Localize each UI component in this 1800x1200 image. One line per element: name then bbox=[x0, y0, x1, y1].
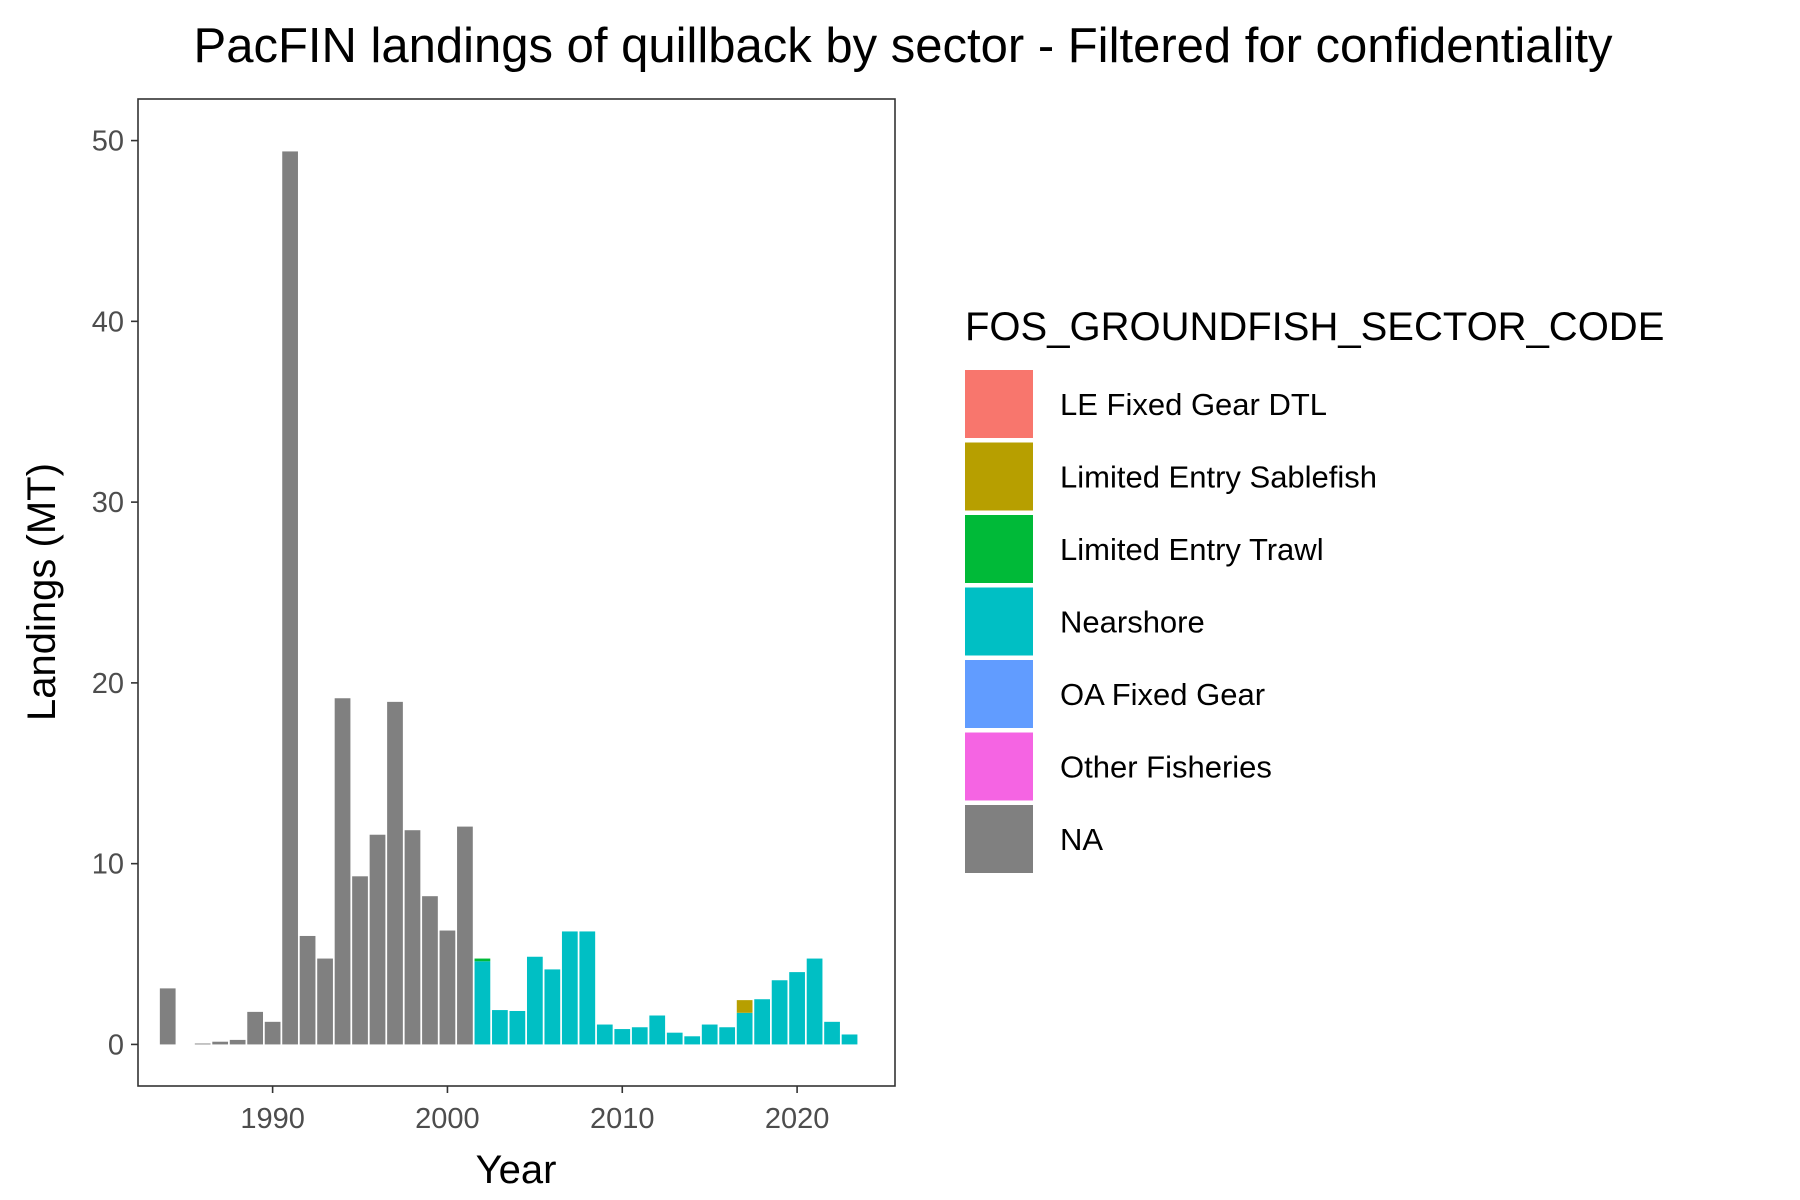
bar-na-1991 bbox=[282, 151, 298, 1045]
bar-na-1997 bbox=[387, 701, 403, 1045]
bar-nearshore-2016 bbox=[719, 1027, 736, 1045]
bar-na-1993 bbox=[317, 958, 333, 1045]
legend-key-le-fixed-gear-dtl bbox=[965, 370, 1033, 438]
bar-nearshore-2008 bbox=[579, 931, 596, 1045]
bar-na-1990 bbox=[264, 1021, 281, 1045]
plot-panel bbox=[138, 99, 895, 1086]
y-axis-title: Landings (MT) bbox=[20, 463, 64, 721]
bar-limited-entry-sablefish-2017 bbox=[736, 1000, 753, 1013]
legend: FOS_GROUNDFISH_SECTOR_CODE LE Fixed Gear… bbox=[965, 305, 1664, 873]
legend-label-le-fixed-gear-dtl: LE Fixed Gear DTL bbox=[1060, 387, 1327, 422]
x-tick-label: 2010 bbox=[590, 1103, 655, 1135]
y-tick-label: 10 bbox=[92, 849, 124, 881]
bar-nearshore-2013 bbox=[666, 1032, 683, 1045]
legend-label-nearshore: Nearshore bbox=[1060, 605, 1205, 640]
bar-nearshore-2018 bbox=[754, 999, 770, 1045]
legend-key-na bbox=[965, 805, 1033, 873]
legend-label-oa-fixed-gear: OA Fixed Gear bbox=[1060, 677, 1265, 712]
bar-na-1986 bbox=[194, 1043, 211, 1045]
legend-label-na: NA bbox=[1060, 822, 1103, 857]
bar-nearshore-2023 bbox=[841, 1034, 858, 1045]
bar-nearshore-2006 bbox=[544, 969, 561, 1045]
bar-nearshore-2003 bbox=[492, 1010, 508, 1045]
y-axis: 0 10 20 30 40 50 bbox=[92, 126, 138, 1061]
bar-na-1995 bbox=[352, 876, 368, 1045]
legend-key-other-fisheries bbox=[965, 732, 1033, 801]
x-axis: 1990 2000 2010 2020 bbox=[240, 1086, 829, 1135]
legend-title: FOS_GROUNDFISH_SECTOR_CODE bbox=[965, 305, 1664, 349]
legend-key-limited-entry-sablefish bbox=[965, 442, 1033, 511]
y-tick-label: 40 bbox=[92, 306, 124, 338]
y-tick-label: 30 bbox=[92, 487, 124, 519]
bar-na-2001 bbox=[457, 826, 473, 1045]
bar-nearshore-2005 bbox=[526, 956, 543, 1045]
bar-nearshore-2002 bbox=[474, 961, 491, 1045]
bar-nearshore-2020 bbox=[789, 972, 805, 1045]
bar-na-1998 bbox=[404, 830, 421, 1045]
bar-nearshore-2004 bbox=[509, 1010, 526, 1045]
chart-title: PacFIN landings of quillback by sector -… bbox=[194, 19, 1613, 73]
legend-label-other-fisheries: Other Fisheries bbox=[1060, 750, 1272, 785]
bar-na-1994 bbox=[334, 698, 351, 1045]
bar-na-1999 bbox=[422, 896, 438, 1045]
legend-items: LE Fixed Gear DTL Limited Entry Sablefish… bbox=[965, 370, 1377, 873]
bar-limited-entry-trawl-2002 bbox=[474, 958, 491, 962]
bar-na-2000 bbox=[439, 930, 456, 1045]
bar-na-1992 bbox=[299, 935, 316, 1045]
x-tick-label: 1990 bbox=[240, 1103, 305, 1135]
bar-na-1989 bbox=[247, 1011, 264, 1045]
bar-nearshore-2010 bbox=[614, 1029, 631, 1045]
x-axis-title: Year bbox=[476, 1148, 557, 1192]
bar-na-1996 bbox=[369, 834, 386, 1045]
bar-nearshore-2017 bbox=[736, 1012, 753, 1045]
legend-label-limited-entry-sablefish: Limited Entry Sablefish bbox=[1060, 460, 1377, 495]
bar-nearshore-2011 bbox=[631, 1027, 648, 1045]
x-tick-label: 2000 bbox=[415, 1103, 480, 1135]
bar-nearshore-2022 bbox=[824, 1021, 840, 1045]
plot-panel-border bbox=[137, 98, 896, 1087]
bar-nearshore-2007 bbox=[561, 931, 578, 1045]
legend-key-limited-entry-trawl bbox=[965, 515, 1033, 583]
bar-nearshore-2019 bbox=[771, 980, 788, 1045]
legend-key-oa-fixed-gear bbox=[965, 660, 1033, 728]
bar-nearshore-2021 bbox=[806, 958, 823, 1045]
bar-nearshore-2012 bbox=[649, 1015, 666, 1045]
bar-nearshore-2015 bbox=[701, 1024, 718, 1045]
bar-na-1988 bbox=[229, 1039, 246, 1045]
x-tick-label: 2020 bbox=[765, 1103, 830, 1135]
bar-nearshore-2009 bbox=[596, 1024, 613, 1045]
legend-key-nearshore bbox=[965, 587, 1033, 656]
bar-na-1987 bbox=[212, 1041, 229, 1045]
bar-nearshore-2014 bbox=[684, 1036, 701, 1045]
bars bbox=[159, 151, 858, 1045]
y-tick-label: 0 bbox=[108, 1029, 124, 1061]
legend-label-limited-entry-trawl: Limited Entry Trawl bbox=[1060, 532, 1324, 567]
y-tick-label: 20 bbox=[92, 668, 124, 700]
y-tick-label: 50 bbox=[92, 126, 124, 158]
bar-na-1984 bbox=[159, 988, 176, 1045]
